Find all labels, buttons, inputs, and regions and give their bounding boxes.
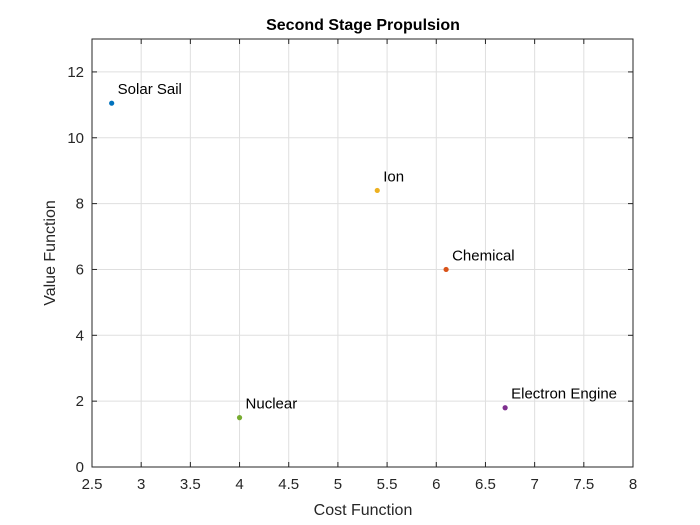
point-label-solar-sail: Solar Sail [118, 81, 182, 98]
y-tick-label: 8 [76, 196, 84, 213]
data-point-chemical [443, 266, 449, 273]
x-tick-label: 2.5 [82, 476, 103, 493]
x-tick-labels: 2.5 3 3.5 4 4.5 5 5.5 6 6.5 7 7.5 8 [82, 476, 638, 493]
x-tick-label: 4.5 [278, 476, 299, 493]
y-tick-label: 6 [76, 261, 84, 278]
data-point-electron-engine [502, 405, 508, 411]
x-tick-label: 3.5 [180, 476, 201, 493]
x-tick-label: 3 [137, 476, 145, 493]
axes-box [91, 38, 634, 468]
y-tick-label: 10 [67, 130, 84, 147]
y-tick-label: 4 [76, 327, 84, 344]
point-label-nuclear: Nuclear [246, 396, 298, 413]
chart-title: Second Stage Propulsion [266, 17, 460, 34]
axis-ticks [91, 39, 634, 468]
x-tick-label: 5 [334, 476, 342, 493]
x-tick-label: 7 [530, 476, 538, 493]
y-axis-label: Value Function [42, 200, 59, 306]
point-label-chemical: Chemical [452, 247, 515, 264]
y-tick-label: 2 [76, 393, 84, 410]
data-point-nuclear [236, 415, 243, 421]
y-tick-label: 0 [76, 459, 84, 476]
x-axis-label: Cost Function [314, 502, 413, 519]
point-label-ion: Ion [383, 168, 404, 185]
x-tick-label: 5.5 [377, 476, 398, 493]
x-tick-label: 6 [432, 476, 440, 493]
x-tick-label: 4 [235, 476, 243, 493]
x-tick-label: 6.5 [475, 476, 496, 493]
point-label-electron-engine: Electron Engine [511, 386, 617, 403]
x-tick-label: 8 [629, 476, 637, 493]
data-point-ion [374, 187, 380, 194]
data-points: Solar Sail Ion Chemical Nuclear Electron Eng… [109, 81, 617, 421]
data-point-solar-sail [109, 100, 115, 106]
y-tick-labels: 0 2 4 6 8 10 12 [67, 64, 84, 476]
y-tick-label: 12 [67, 64, 84, 81]
x-tick-label: 7.5 [573, 476, 594, 493]
